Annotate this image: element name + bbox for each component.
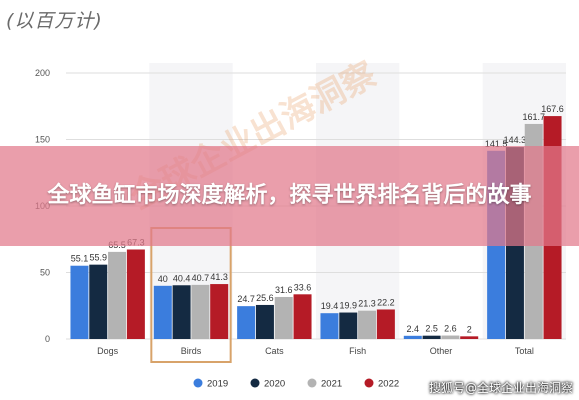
bar-2020-Birds [172, 285, 191, 339]
data-label: 41.3 [210, 272, 228, 282]
bar-2020-Dogs [89, 264, 108, 339]
legend-marker [193, 378, 203, 388]
bar-2019-Fish [320, 313, 339, 339]
legend-marker [250, 378, 260, 388]
data-label: 2.4 [407, 324, 420, 334]
unit-label: (以百万计) [6, 10, 103, 32]
data-label: 40.7 [192, 273, 210, 283]
x-tick-label: Total [515, 346, 534, 356]
y-tick-label: 50 [40, 268, 50, 278]
data-label: 167.6 [541, 104, 564, 114]
x-tick-label: Dogs [97, 346, 119, 356]
bar-2021-Other [441, 335, 460, 339]
legend-marker [364, 378, 374, 388]
data-label: 22.2 [377, 297, 395, 307]
data-label: 40.4 [173, 273, 191, 283]
bar-2022-Fish [376, 309, 395, 339]
y-tick-label: 150 [35, 135, 50, 145]
bar-2021-Cats [274, 296, 293, 339]
bar-2021-Fish [358, 310, 377, 339]
y-tick-label: 200 [35, 68, 50, 78]
bar-2019-Birds [153, 285, 172, 339]
bar-2022-Birds [210, 284, 229, 339]
data-label: 31.6 [275, 285, 293, 295]
bar-2021-Dogs [108, 251, 127, 339]
data-label: 55.9 [90, 253, 108, 263]
bar-2020-Other [422, 335, 441, 339]
data-label: 55.1 [71, 254, 89, 264]
bar-2022-Cats [293, 294, 312, 339]
legend-label: 2019 [207, 379, 228, 390]
data-label: 40 [158, 274, 168, 284]
data-label: 2.6 [444, 324, 457, 334]
bar-2020-Cats [255, 304, 274, 339]
data-label: 21.3 [358, 299, 376, 309]
data-label: 25.6 [256, 293, 274, 303]
y-tick-label: 0 [45, 334, 50, 344]
x-tick-label: Other [430, 346, 453, 356]
data-label: 161.7 [522, 112, 545, 122]
legend-marker [307, 378, 317, 388]
bar-2022-Other [460, 336, 479, 339]
legend-label: 2021 [321, 379, 342, 390]
source-credit: 搜狐号@全球企业出海洞察 [428, 381, 573, 395]
bar-2019-Dogs [70, 265, 89, 339]
bar-2021-Birds [191, 284, 210, 339]
data-label: 2.5 [425, 324, 438, 334]
data-label: 33.6 [294, 282, 312, 292]
data-label: 24.7 [237, 294, 255, 304]
bar-2019-Cats [237, 306, 256, 339]
x-tick-label: Cats [265, 346, 284, 356]
data-label: 19.9 [340, 301, 358, 311]
data-label: 144.3 [504, 135, 527, 145]
bar-2022-Dogs [126, 249, 145, 339]
data-label: 19.4 [321, 301, 339, 311]
banner-title: 全球鱼缸市场深度解析，探寻世界排名背后的故事 [47, 183, 532, 208]
x-tick-label: Fish [349, 346, 366, 356]
data-label: 141.5 [485, 139, 508, 149]
x-tick-label: Birds [181, 346, 202, 356]
legend-label: 2020 [264, 379, 285, 390]
title-banner: 全球鱼缸市场深度解析，探寻世界排名背后的故事 [0, 146, 579, 246]
bar-2019-Other [403, 335, 422, 339]
data-label: 2 [467, 324, 472, 334]
legend-label: 2022 [378, 379, 399, 390]
bar-2020-Fish [339, 312, 358, 339]
